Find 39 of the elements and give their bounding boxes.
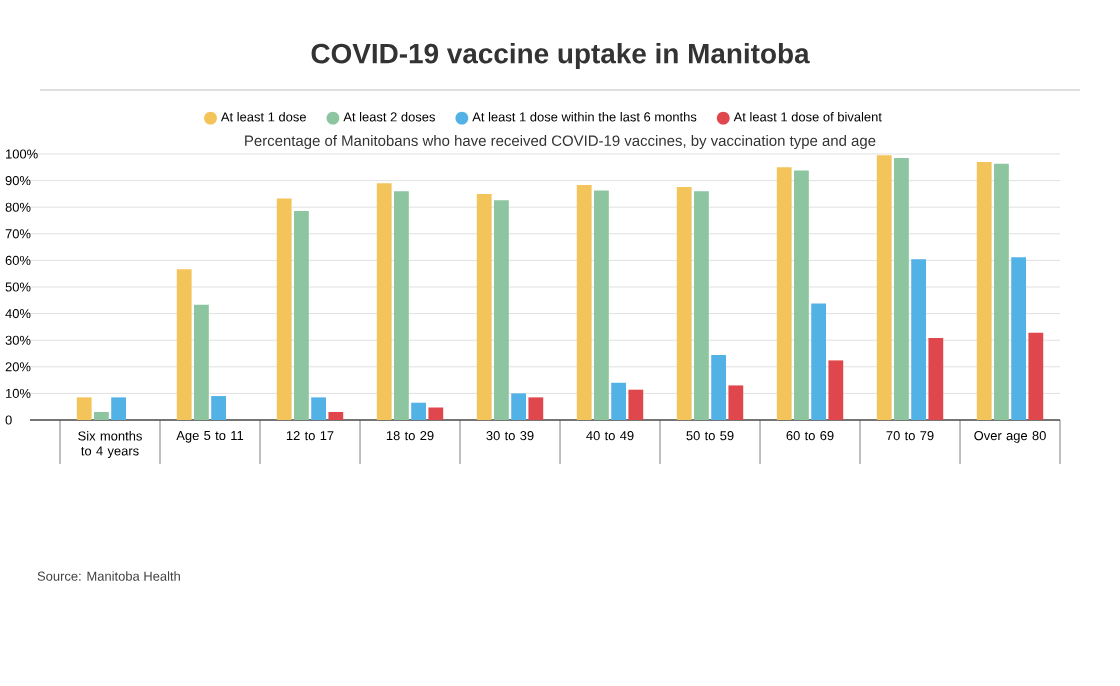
- bar: [76, 397, 92, 420]
- chart-title: COVID-19 vaccine uptake in Manitoba: [311, 42, 810, 69]
- bar: [1011, 257, 1027, 420]
- bar: [428, 407, 444, 420]
- bar: [994, 163, 1009, 420]
- bar: [394, 191, 409, 420]
- bar: [411, 402, 427, 420]
- bar: [511, 393, 527, 420]
- bar: [628, 389, 644, 420]
- bar: [928, 338, 944, 420]
- bar: [194, 304, 209, 420]
- bar: [476, 193, 492, 420]
- bar: [111, 397, 127, 420]
- bar: [828, 360, 844, 420]
- bar: [594, 190, 609, 420]
- bar: [911, 259, 927, 420]
- bar: [976, 161, 992, 420]
- bar: [711, 355, 727, 420]
- bar: [328, 412, 344, 420]
- bar: [276, 198, 292, 420]
- bar: [311, 397, 327, 420]
- bar: [876, 155, 892, 420]
- bar: [1028, 332, 1044, 420]
- bar: [211, 396, 227, 420]
- bar: [294, 210, 309, 420]
- bar: [694, 191, 709, 420]
- bar: [728, 385, 744, 420]
- bar: [576, 185, 592, 420]
- bar: [611, 382, 627, 420]
- bar: [528, 397, 544, 420]
- bar: [811, 303, 827, 420]
- bar: [94, 412, 109, 420]
- bar: [894, 157, 909, 420]
- bar: [176, 269, 192, 420]
- bar: [776, 167, 792, 420]
- bar: [794, 170, 809, 420]
- bar: [494, 200, 509, 420]
- bar: [376, 183, 392, 420]
- bar: [676, 186, 692, 420]
